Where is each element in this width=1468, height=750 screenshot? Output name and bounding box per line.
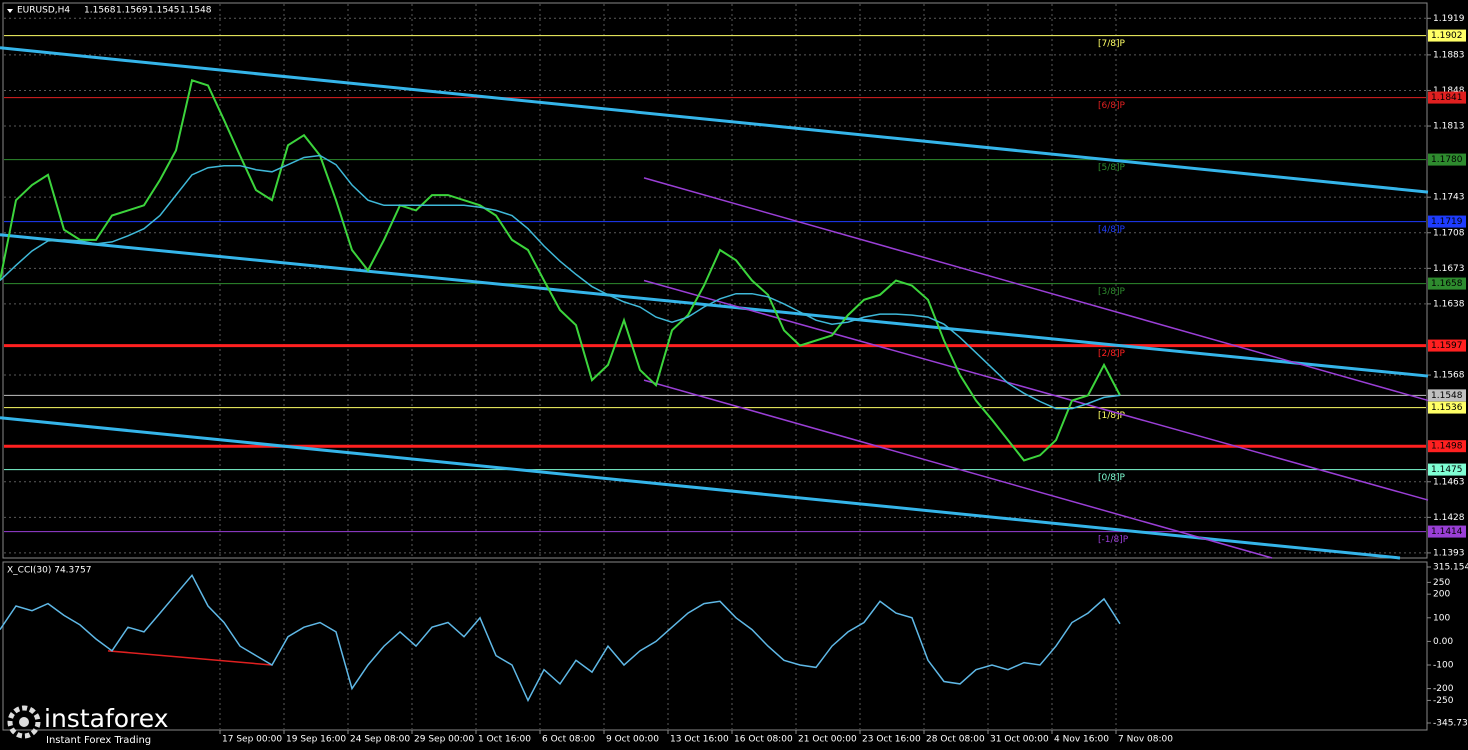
x-tick-label: 1 Oct 16:00 (478, 735, 531, 745)
y-tick-label: 1.1883 (1433, 50, 1465, 60)
trend-line (107, 650, 273, 666)
menu-arrow[interactable] (7, 9, 13, 13)
close: 1.1548 (180, 6, 212, 16)
x-tick-label: 9 Oct 00:00 (606, 735, 659, 745)
level-tag: [-1/8]P (1098, 535, 1129, 545)
level-price-label: 1.1475 (1431, 465, 1463, 475)
x-tick-label: 24 Sep 08:00 (350, 735, 410, 745)
level-price-label: 1.1536 (1431, 403, 1463, 413)
series-line (0, 79, 1121, 462)
cci-title: X_CCI(30) 74.3757 (7, 566, 91, 576)
level-tag: [5/8]P (1098, 163, 1126, 173)
x-tick-label: 28 Oct 08:00 (926, 735, 985, 745)
trend-line (643, 177, 1429, 402)
y-tick-label: 1.1428 (1433, 513, 1465, 523)
x-tick-label: 4 Nov 16:00 (1054, 735, 1109, 745)
level-price-label: 1.1719 (1431, 217, 1463, 227)
trend-line (643, 279, 1429, 501)
level-tag: [7/8]P (1098, 39, 1126, 49)
x-tick-label: 16 Oct 08:00 (734, 735, 793, 745)
level-price-label: 1.1414 (1431, 527, 1463, 537)
trend-line (0, 233, 1429, 378)
level-tag: [0/8]P (1098, 473, 1126, 483)
cci-panel-frame (2, 561, 1428, 731)
x-tick-label: 19 Sep 16:00 (286, 735, 346, 745)
y-tick-label: 1.1743 (1433, 193, 1465, 203)
x-tick-label: 17 Sep 00:00 (222, 735, 282, 745)
y-tick-label: 100 (1433, 613, 1450, 623)
level-price-box (1428, 153, 1466, 166)
low: 1.1545 (148, 6, 180, 16)
logo-icon (7, 705, 41, 739)
logo-icon-core (19, 717, 29, 727)
price-panel-frame (2, 2, 1428, 559)
series-line (0, 154, 1121, 410)
y-tick-label: 0.00 (1433, 637, 1453, 647)
x-tick-label: 21 Oct 00:00 (798, 735, 857, 745)
x-tick-label: 7 Nov 08:00 (1118, 735, 1173, 745)
level-price-label: 1.1498 (1431, 442, 1463, 452)
y-tick-label: -345.735 (1433, 719, 1468, 729)
series-line (0, 573, 1121, 703)
level-tag: [3/8]P (1098, 287, 1126, 297)
level-price-label: 1.1780 (1431, 155, 1463, 165)
y-tick-label: 1.1848 (1433, 86, 1465, 96)
level-price-box (1428, 91, 1466, 104)
level-price-box (1428, 525, 1466, 538)
y-tick-label: 200 (1433, 590, 1450, 600)
level-price-box (1428, 389, 1466, 402)
level-price-label: 1.1841 (1431, 93, 1463, 103)
y-tick-label: 1.1919 (1433, 14, 1465, 24)
level-price-label: 1.1548 (1431, 391, 1463, 401)
y-tick-label: -250 (1433, 696, 1454, 706)
level-price-box (1428, 215, 1466, 228)
high: 1.1569 (116, 6, 148, 16)
level-price-label: 1.1658 (1431, 279, 1463, 289)
logo: instaforex Instant Forex Trading (7, 704, 169, 746)
level-price-label: 1.1597 (1431, 341, 1463, 351)
y-tick-label: 1.1568 (1433, 371, 1465, 381)
level-price-box (1428, 463, 1466, 476)
symbol: EURUSD,H4 (17, 6, 70, 16)
y-tick-label: 1.1708 (1433, 228, 1465, 238)
y-tick-label: 1.1393 (1433, 548, 1465, 558)
level-price-box (1428, 401, 1466, 414)
trend-line (0, 46, 1429, 194)
x-tick-label: 6 Oct 08:00 (542, 735, 595, 745)
y-tick-label: 1.1813 (1433, 122, 1465, 132)
level-price-box (1428, 440, 1466, 453)
level-price-label: 1.1902 (1431, 31, 1463, 41)
open: 1.1568 (84, 6, 116, 16)
y-tick-label: 1.1463 (1433, 477, 1465, 487)
level-price-box (1428, 339, 1466, 352)
x-tick-label: 31 Oct 00:00 (990, 735, 1049, 745)
y-tick-label: -200 (1433, 684, 1454, 694)
logo-slogan: Instant Forex Trading (46, 735, 151, 746)
y-tick-label: 1.1673 (1433, 264, 1465, 274)
level-price-box (1428, 29, 1466, 42)
level-tag: [2/8]P (1098, 349, 1126, 359)
level-tag: [1/8]P (1098, 411, 1126, 421)
x-tick-label: 23 Oct 16:00 (862, 735, 921, 745)
level-price-box (1428, 277, 1466, 290)
y-tick-label: 250 (1433, 578, 1450, 588)
y-tick-label: -100 (1433, 660, 1454, 670)
trend-line (0, 416, 1401, 560)
logo-name: instaforex (44, 704, 169, 733)
level-tag: [4/8]P (1098, 225, 1126, 235)
trend-line (643, 379, 1273, 559)
level-tag: [6/8]P (1098, 101, 1126, 111)
x-tick-label: 29 Sep 00:00 (414, 735, 474, 745)
y-tick-label: 1.1638 (1433, 299, 1465, 309)
x-tick-label: 13 Oct 16:00 (670, 735, 729, 745)
